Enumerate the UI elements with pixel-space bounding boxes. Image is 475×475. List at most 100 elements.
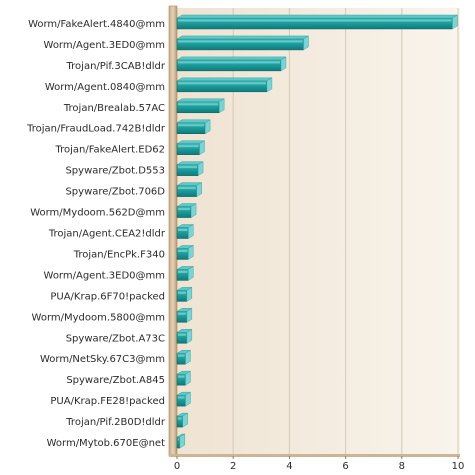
category-label: Spyware/Zbot.D553 [65, 166, 165, 177]
category-label: PUA/Krap.6F70!packed [50, 291, 165, 302]
tick-label: 2 [230, 461, 236, 472]
bar [176, 35, 310, 51]
bar-end [218, 98, 225, 114]
bar [176, 307, 193, 323]
category-label: Worm/Mydoom.5800@mm [32, 312, 165, 323]
bar-end [188, 245, 194, 260]
category-label: Worm/Mydoom.562D@mm [30, 208, 165, 219]
bar-end [182, 412, 188, 428]
bar [176, 182, 203, 197]
bar-top [176, 119, 211, 123]
plot-background [168, 5, 460, 457]
category-labels: Worm/FakeAlert.4840@mm Worm/Agent.3ED0@mm… [26, 19, 166, 449]
bar-highlight [178, 166, 198, 169]
tick-label: 8 [399, 461, 405, 472]
bar-highlight [178, 312, 186, 315]
bar-highlight [178, 229, 188, 231]
category-label: Trojan/EncPk.F340 [73, 249, 165, 260]
bar [176, 203, 197, 218]
bar-end [185, 391, 191, 407]
plot-area [177, 8, 460, 454]
tick-label: 4 [286, 461, 292, 472]
bar-highlight [178, 249, 188, 252]
category-label: Spyware/Zbot.706D [65, 187, 165, 198]
bar-highlight [178, 82, 266, 85]
bar-highlight [178, 124, 205, 127]
bar-highlight [178, 270, 188, 273]
bar-highlight [178, 354, 185, 357]
bar-highlight [178, 396, 185, 399]
side-wall [168, 5, 178, 457]
bar-end [199, 140, 205, 156]
bar-top [176, 98, 225, 102]
bar-top [176, 56, 287, 61]
bar-end [204, 119, 211, 135]
bar-end [452, 14, 458, 30]
x-axis-ticks: 0 2 4 6 8 10 [174, 456, 465, 472]
bar-highlight [178, 61, 280, 64]
tick-label: 10 [452, 461, 465, 472]
bar-highlight [178, 417, 182, 420]
bar [176, 245, 194, 260]
tick-label: 0 [174, 461, 180, 472]
category-label: Trojan/FakeAlert.ED62 [54, 145, 165, 156]
bar-end [185, 370, 191, 386]
floor [169, 454, 460, 457]
bar [176, 391, 192, 407]
bar-end [188, 266, 194, 281]
category-label: Worm/Mytob.670E@net [47, 438, 165, 449]
category-label: Trojan/FraudLoad.742B!dldr [26, 124, 166, 135]
bar [176, 224, 194, 239]
bars [176, 14, 459, 449]
gridlines [232, 8, 459, 454]
bar-end [186, 328, 193, 344]
bar-highlight [178, 145, 199, 148]
category-label: Trojan/Brealab.57AC [63, 103, 165, 114]
bar [176, 98, 225, 114]
bar-end [266, 77, 273, 93]
bar-highlight [178, 103, 219, 106]
bar-highlight [178, 438, 179, 441]
bar [176, 433, 186, 449]
category-label: Spyware/Zbot.A73C [66, 333, 165, 344]
bar-end [190, 203, 197, 218]
bar-end [196, 182, 202, 197]
category-label: Worm/Agent.0840@mm [45, 82, 165, 93]
bar-end [188, 224, 194, 239]
category-label: Worm/NetSky.67C3@mm [40, 354, 165, 365]
bar [176, 328, 193, 344]
bar-end [197, 161, 204, 176]
bar-highlight [178, 375, 185, 378]
category-label: Worm/Agent.3ED0@mm [44, 40, 165, 51]
bar-end [280, 56, 287, 72]
bar-highlight [178, 187, 196, 190]
bar [176, 412, 189, 428]
bar [176, 370, 192, 386]
bar-top [176, 35, 310, 40]
bar [176, 349, 192, 365]
category-label: Worm/Agent.3ED0@mm [44, 270, 165, 281]
bar [176, 119, 211, 135]
bar-end [186, 287, 193, 302]
bar-top [176, 14, 459, 19]
bar-highlight [178, 40, 303, 43]
bar-end [185, 349, 191, 365]
category-label: Worm/FakeAlert.4840@mm [28, 19, 165, 30]
bar [176, 161, 204, 176]
bar-highlight [178, 208, 191, 211]
bar [176, 56, 287, 72]
bar [176, 77, 273, 93]
bar-top [176, 77, 273, 82]
category-label: Trojan/Agent.CEA2!dldr [48, 229, 166, 240]
bar-end [186, 307, 193, 323]
bar-highlight [178, 19, 452, 22]
category-label: Trojan/Pif.2B0D!dldr [65, 417, 166, 428]
tick-label: 6 [342, 461, 348, 472]
bar-end [303, 35, 309, 51]
category-label: Trojan/Pif.3CAB!dldr [66, 61, 166, 72]
bar-end [179, 433, 186, 449]
bar [176, 140, 206, 156]
bar [176, 14, 459, 30]
bar-highlight [178, 333, 186, 336]
